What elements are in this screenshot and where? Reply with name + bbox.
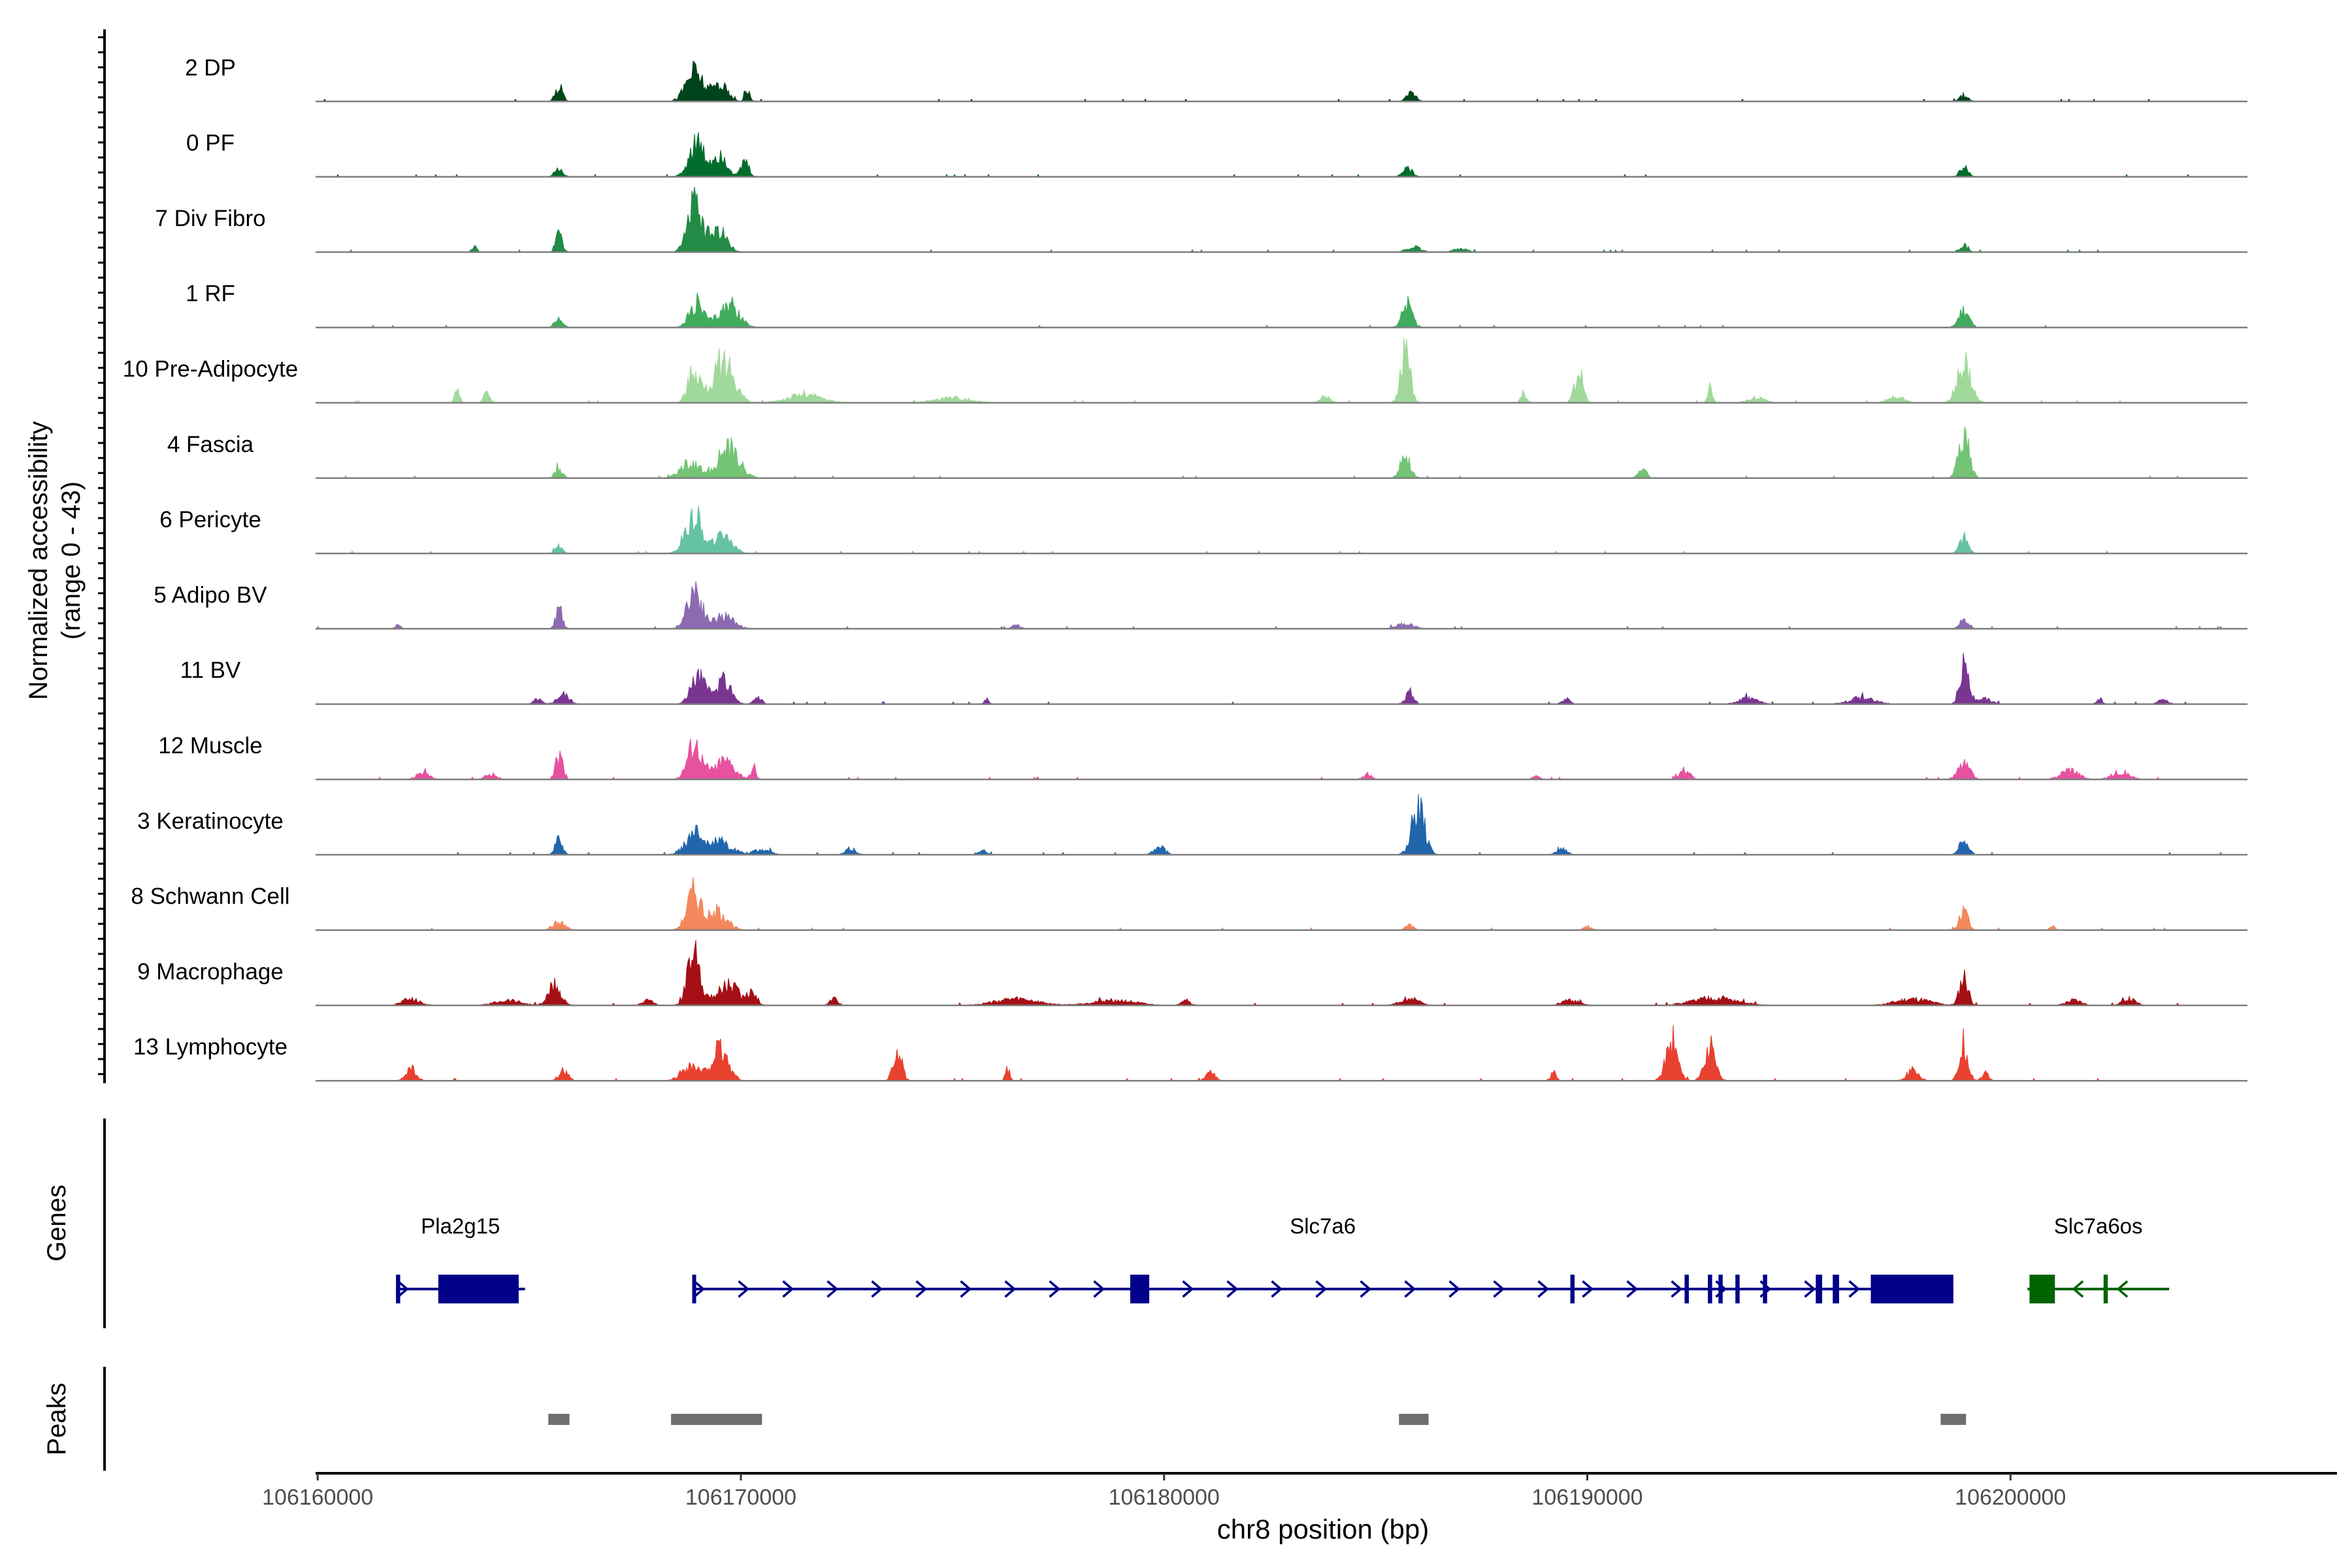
strand-arrow: [1404, 1280, 1416, 1298]
track-label: 11 BV: [180, 658, 241, 683]
track-3-keratinocyte: 3 Keratinocyte: [137, 794, 2247, 856]
strand-arrow: [782, 1280, 794, 1298]
gene-exon: [1870, 1275, 1953, 1303]
strand-arrow: [1182, 1280, 1194, 1298]
gene-exon: [1684, 1275, 1689, 1303]
gene-slc7a6os: Slc7a6os: [2027, 1214, 2170, 1303]
track-label: 9 Macrophage: [137, 959, 284, 985]
track-2-dp: 2 DP: [185, 55, 2247, 103]
strand-arrow: [397, 1280, 409, 1298]
gene-exon: [1708, 1275, 1712, 1303]
gene-exon: [692, 1275, 696, 1303]
track-label: 6 Pericyte: [159, 507, 261, 532]
x-axis-title: chr8 position (bp): [1217, 1514, 1429, 1544]
track-label: 4 Fascia: [167, 432, 254, 457]
strand-arrow: [738, 1280, 750, 1298]
track-8-schwann-cell: 8 Schwann Cell: [131, 876, 2247, 931]
y-axis-title-line-2: (range 0 - 43): [57, 482, 86, 640]
peaks-panel-label: Peaks: [42, 1382, 71, 1455]
strand-arrow: [915, 1280, 928, 1298]
gene-exon: [1718, 1275, 1723, 1303]
strand-arrow: [1093, 1280, 1105, 1298]
track-0-pf: 0 PF: [186, 131, 2247, 178]
gene-exon: [1763, 1275, 1767, 1303]
track-label: 12 Muscle: [158, 733, 263, 759]
track-1-rf: 1 RF: [186, 281, 2247, 329]
strand-arrow: [960, 1280, 972, 1298]
strand-arrow: [1493, 1280, 1505, 1298]
gene-exon: [2029, 1275, 2055, 1303]
gene-exon: [2103, 1275, 2108, 1303]
track-label: 1 RF: [186, 281, 235, 306]
strand-arrow: [871, 1280, 883, 1298]
strand-arrow: [2116, 1280, 2129, 1298]
strand-arrow: [1315, 1280, 1328, 1298]
genes-panel-label: Genes: [42, 1184, 71, 1262]
strand-arrow: [1448, 1280, 1461, 1298]
strand-arrow: [2072, 1280, 2084, 1298]
track-label: 3 Keratinocyte: [137, 808, 284, 834]
gene-label: Slc7a6: [1290, 1214, 1356, 1238]
peak-region: [1940, 1414, 1967, 1425]
track-label: 10 Pre-Adipocyte: [123, 357, 298, 382]
track-label: 8 Schwann Cell: [131, 884, 289, 909]
track-label: 13 Lymphocyte: [133, 1034, 287, 1060]
track-9-macrophage: 9 Macrophage: [137, 939, 2247, 1007]
gene-exon: [1735, 1275, 1740, 1303]
strand-arrow: [693, 1280, 706, 1298]
strand-arrow: [1671, 1280, 1683, 1298]
gene-exon: [1570, 1275, 1575, 1303]
y-axis-title-line-1: Normalized accessibility: [24, 421, 53, 700]
coverage-y-axis: [98, 29, 106, 1083]
strand-arrow: [1226, 1280, 1239, 1298]
strand-arrow: [1804, 1280, 1816, 1298]
track-10-pre-adipocyte: 10 Pre-Adipocyte: [123, 337, 2247, 404]
strand-arrow: [1360, 1280, 1372, 1298]
gene-annotations: Pla2g15 Slc7a6 Slc7a6os: [396, 1214, 2170, 1303]
strand-arrow: [1004, 1280, 1017, 1298]
peak-region: [671, 1414, 762, 1425]
strand-arrow: [1271, 1280, 1283, 1298]
track-label: 7 Div Fibro: [155, 206, 265, 231]
track-label: 5 Adipo BV: [154, 582, 267, 608]
x-tick-label: 106200000: [1955, 1485, 2066, 1510]
coverage-tracks: 2 DP 0 PF 7 Div Fibro 1 RF 10 Pre-Adipocyte 4…: [123, 55, 2247, 1082]
track-11-bv: 11 BV: [180, 653, 2247, 705]
gene-pla2g15: Pla2g15: [396, 1214, 525, 1303]
track-7-div-fibro: 7 Div Fibro: [155, 186, 2247, 253]
peak-region: [548, 1414, 570, 1425]
x-tick-label: 106160000: [262, 1485, 373, 1510]
gene-slc7a6: Slc7a6: [692, 1214, 1953, 1303]
gene-exon: [1816, 1275, 1823, 1303]
strand-arrow: [1848, 1280, 1861, 1298]
strand-arrow: [1582, 1280, 1594, 1298]
gene-label: Pla2g15: [421, 1214, 500, 1238]
strand-arrow: [826, 1280, 839, 1298]
track-6-pericyte: 6 Pericyte: [159, 506, 2247, 555]
track-label: 0 PF: [186, 131, 235, 156]
gene-label: Slc7a6os: [2054, 1214, 2143, 1238]
track-12-muscle: 12 Muscle: [158, 733, 2247, 781]
gene-exon: [438, 1275, 519, 1303]
gene-exon: [1833, 1275, 1839, 1303]
peak-regions: [548, 1414, 1967, 1425]
gene-exon: [1130, 1275, 1150, 1303]
peak-region: [1399, 1414, 1429, 1425]
x-tick-label: 106170000: [685, 1485, 796, 1510]
x-tick-label: 106190000: [1531, 1485, 1642, 1510]
track-5-adipo-bv: 5 Adipo BV: [154, 581, 2247, 630]
x-axis: 106160000 106170000 106180000 106190000 1062…: [262, 1472, 2337, 1510]
track-13-lymphocyte: 13 Lymphocyte: [133, 1024, 2247, 1082]
gene-exon: [396, 1275, 400, 1303]
x-tick-label: 106180000: [1109, 1485, 1220, 1510]
strand-arrow: [1537, 1280, 1550, 1298]
track-4-fascia: 4 Fascia: [167, 427, 2247, 480]
strand-arrow: [1626, 1280, 1639, 1298]
track-label: 2 DP: [185, 55, 236, 80]
strand-arrow: [1049, 1280, 1061, 1298]
